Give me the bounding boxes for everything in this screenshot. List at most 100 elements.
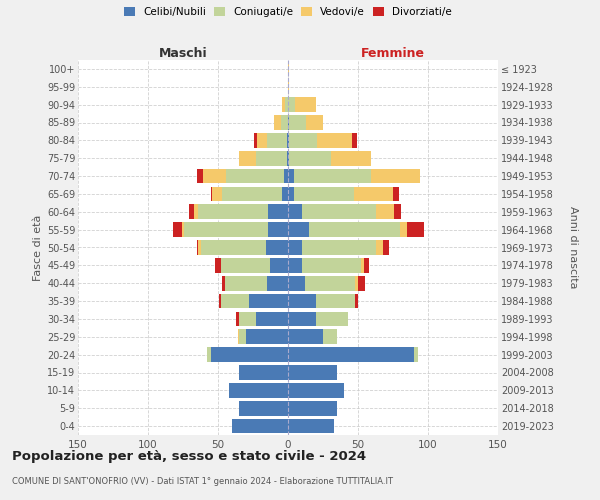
Bar bbox=[331, 151, 371, 166]
Bar bbox=[376, 240, 383, 255]
Bar bbox=[293, 186, 354, 201]
Bar bbox=[400, 222, 407, 237]
Bar bbox=[249, 294, 288, 308]
Bar bbox=[215, 258, 221, 272]
Text: Popolazione per età, sesso e stato civile - 2024: Popolazione per età, sesso e stato civil… bbox=[12, 450, 366, 463]
Bar bbox=[355, 276, 358, 290]
Bar bbox=[188, 204, 194, 219]
Bar bbox=[288, 204, 302, 219]
Bar bbox=[222, 276, 225, 290]
Bar bbox=[302, 258, 361, 272]
Bar bbox=[211, 348, 288, 362]
Bar bbox=[274, 115, 281, 130]
Bar bbox=[288, 348, 414, 362]
Bar bbox=[197, 240, 199, 255]
Bar bbox=[288, 258, 302, 272]
Y-axis label: Fasce di età: Fasce di età bbox=[32, 214, 43, 280]
Bar bbox=[239, 151, 256, 166]
Y-axis label: Anni di nascita: Anni di nascita bbox=[568, 206, 578, 289]
Bar bbox=[288, 240, 302, 255]
Bar bbox=[211, 186, 212, 201]
Bar bbox=[257, 133, 267, 148]
Bar bbox=[239, 330, 246, 344]
Bar bbox=[288, 133, 289, 148]
Bar bbox=[309, 222, 400, 237]
Bar bbox=[268, 204, 288, 219]
Bar bbox=[203, 168, 226, 184]
Bar bbox=[239, 312, 256, 326]
Bar bbox=[288, 330, 323, 344]
Bar bbox=[317, 133, 352, 148]
Text: Femmine: Femmine bbox=[361, 47, 425, 60]
Bar bbox=[199, 240, 201, 255]
Bar bbox=[288, 62, 289, 76]
Bar bbox=[236, 312, 239, 326]
Bar bbox=[358, 276, 365, 290]
Bar bbox=[201, 240, 266, 255]
Bar bbox=[288, 276, 305, 290]
Bar bbox=[221, 258, 270, 272]
Bar bbox=[316, 312, 348, 326]
Bar bbox=[266, 240, 288, 255]
Bar bbox=[220, 294, 221, 308]
Bar bbox=[295, 98, 316, 112]
Bar bbox=[287, 151, 288, 166]
Bar bbox=[376, 204, 394, 219]
Bar bbox=[239, 365, 288, 380]
Bar bbox=[316, 294, 355, 308]
Bar bbox=[225, 276, 267, 290]
Bar bbox=[288, 186, 293, 201]
Bar bbox=[361, 258, 364, 272]
Bar bbox=[288, 80, 289, 94]
Bar bbox=[284, 168, 288, 184]
Bar bbox=[226, 168, 284, 184]
Bar bbox=[289, 151, 331, 166]
Bar bbox=[352, 133, 356, 148]
Bar bbox=[288, 168, 293, 184]
Bar bbox=[267, 133, 287, 148]
Bar bbox=[246, 330, 288, 344]
Bar bbox=[306, 115, 323, 130]
Bar bbox=[289, 115, 306, 130]
Bar bbox=[354, 186, 393, 201]
Text: Maschi: Maschi bbox=[158, 47, 208, 60]
Bar bbox=[212, 186, 222, 201]
Bar bbox=[256, 151, 287, 166]
Bar bbox=[302, 240, 376, 255]
Bar bbox=[184, 222, 268, 237]
Bar bbox=[232, 419, 288, 434]
Bar bbox=[239, 401, 288, 415]
Text: COMUNE DI SANT'ONOFRIO (VV) - Dati ISTAT 1° gennaio 2024 - Elaborazione TUTTITAL: COMUNE DI SANT'ONOFRIO (VV) - Dati ISTAT… bbox=[12, 478, 393, 486]
Bar bbox=[414, 348, 418, 362]
Bar bbox=[355, 294, 358, 308]
Bar bbox=[197, 168, 203, 184]
Bar bbox=[254, 133, 257, 148]
Bar bbox=[323, 330, 337, 344]
Bar bbox=[288, 294, 316, 308]
Bar bbox=[288, 419, 334, 434]
Bar bbox=[288, 401, 337, 415]
Bar bbox=[270, 258, 288, 272]
Bar bbox=[268, 222, 288, 237]
Bar bbox=[364, 258, 369, 272]
Bar bbox=[267, 276, 288, 290]
Bar bbox=[173, 222, 182, 237]
Bar bbox=[222, 186, 283, 201]
Bar bbox=[289, 133, 317, 148]
Bar bbox=[407, 222, 424, 237]
Bar bbox=[288, 312, 316, 326]
Bar bbox=[302, 204, 376, 219]
Bar bbox=[393, 186, 398, 201]
Bar bbox=[283, 186, 288, 201]
Bar bbox=[383, 240, 389, 255]
Bar bbox=[288, 222, 309, 237]
Bar bbox=[194, 204, 199, 219]
Bar bbox=[288, 383, 344, 398]
Bar bbox=[283, 98, 285, 112]
Bar bbox=[371, 168, 419, 184]
Bar bbox=[288, 115, 289, 130]
Legend: Celibi/Nubili, Coniugati/e, Vedovi/e, Divorziati/e: Celibi/Nubili, Coniugati/e, Vedovi/e, Di… bbox=[122, 5, 454, 20]
Bar bbox=[394, 204, 401, 219]
Bar bbox=[288, 151, 289, 166]
Bar bbox=[182, 222, 184, 237]
